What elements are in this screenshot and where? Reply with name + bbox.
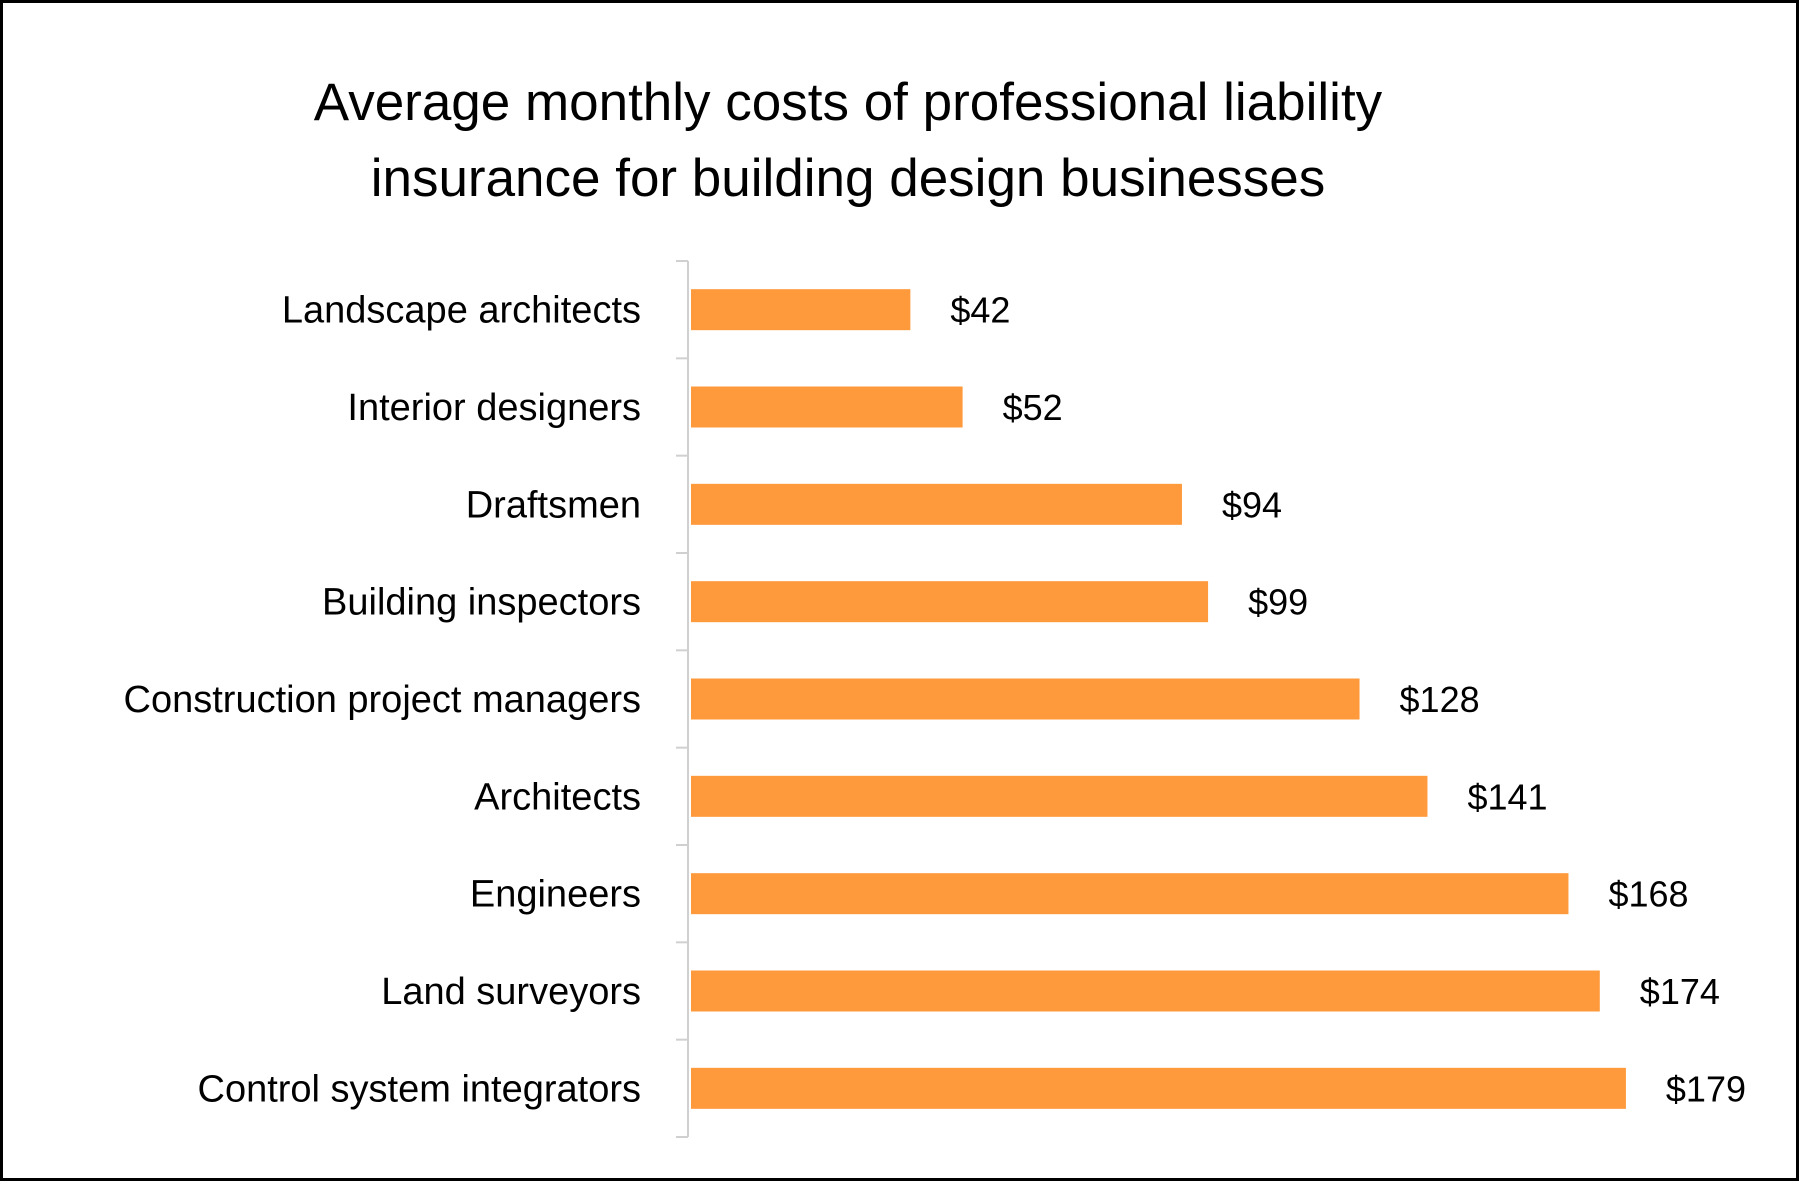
category-label: Control system integrators — [198, 1068, 642, 1110]
chart-title: Average monthly costs of professional li… — [3, 65, 1693, 217]
chart-title-line-2: insurance for building design businesses — [370, 149, 1326, 208]
category-label: Landscape architects — [282, 290, 641, 332]
category-label: Building inspectors — [322, 582, 641, 624]
chart-title-line-1: Average monthly costs of professional li… — [313, 73, 1383, 132]
data-label: $128 — [1400, 679, 1480, 720]
bar — [691, 386, 963, 428]
bar — [691, 1067, 1626, 1109]
bar — [691, 483, 1182, 525]
data-label: $141 — [1467, 776, 1547, 817]
category-label: Draftsmen — [466, 484, 641, 526]
bar — [691, 775, 1428, 817]
data-label: $174 — [1640, 971, 1720, 1012]
data-label: $52 — [1003, 387, 1063, 428]
category-label: Architects — [474, 776, 641, 818]
bar — [691, 970, 1600, 1012]
data-label: $168 — [1608, 874, 1688, 915]
category-label: Interior designers — [347, 387, 641, 429]
bar — [691, 581, 1209, 623]
category-label: Land surveyors — [381, 971, 641, 1013]
bar — [691, 289, 911, 331]
data-label: $179 — [1666, 1068, 1746, 1109]
data-label: $99 — [1248, 582, 1308, 623]
category-label: Construction project managers — [124, 679, 641, 721]
data-label: $94 — [1222, 484, 1282, 525]
bar-chart: Landscape architects $42 Interior designer… — [124, 260, 1746, 1138]
bar — [691, 873, 1569, 915]
bar — [691, 678, 1360, 720]
category-label: Engineers — [470, 874, 641, 916]
data-label: $42 — [950, 290, 1010, 331]
